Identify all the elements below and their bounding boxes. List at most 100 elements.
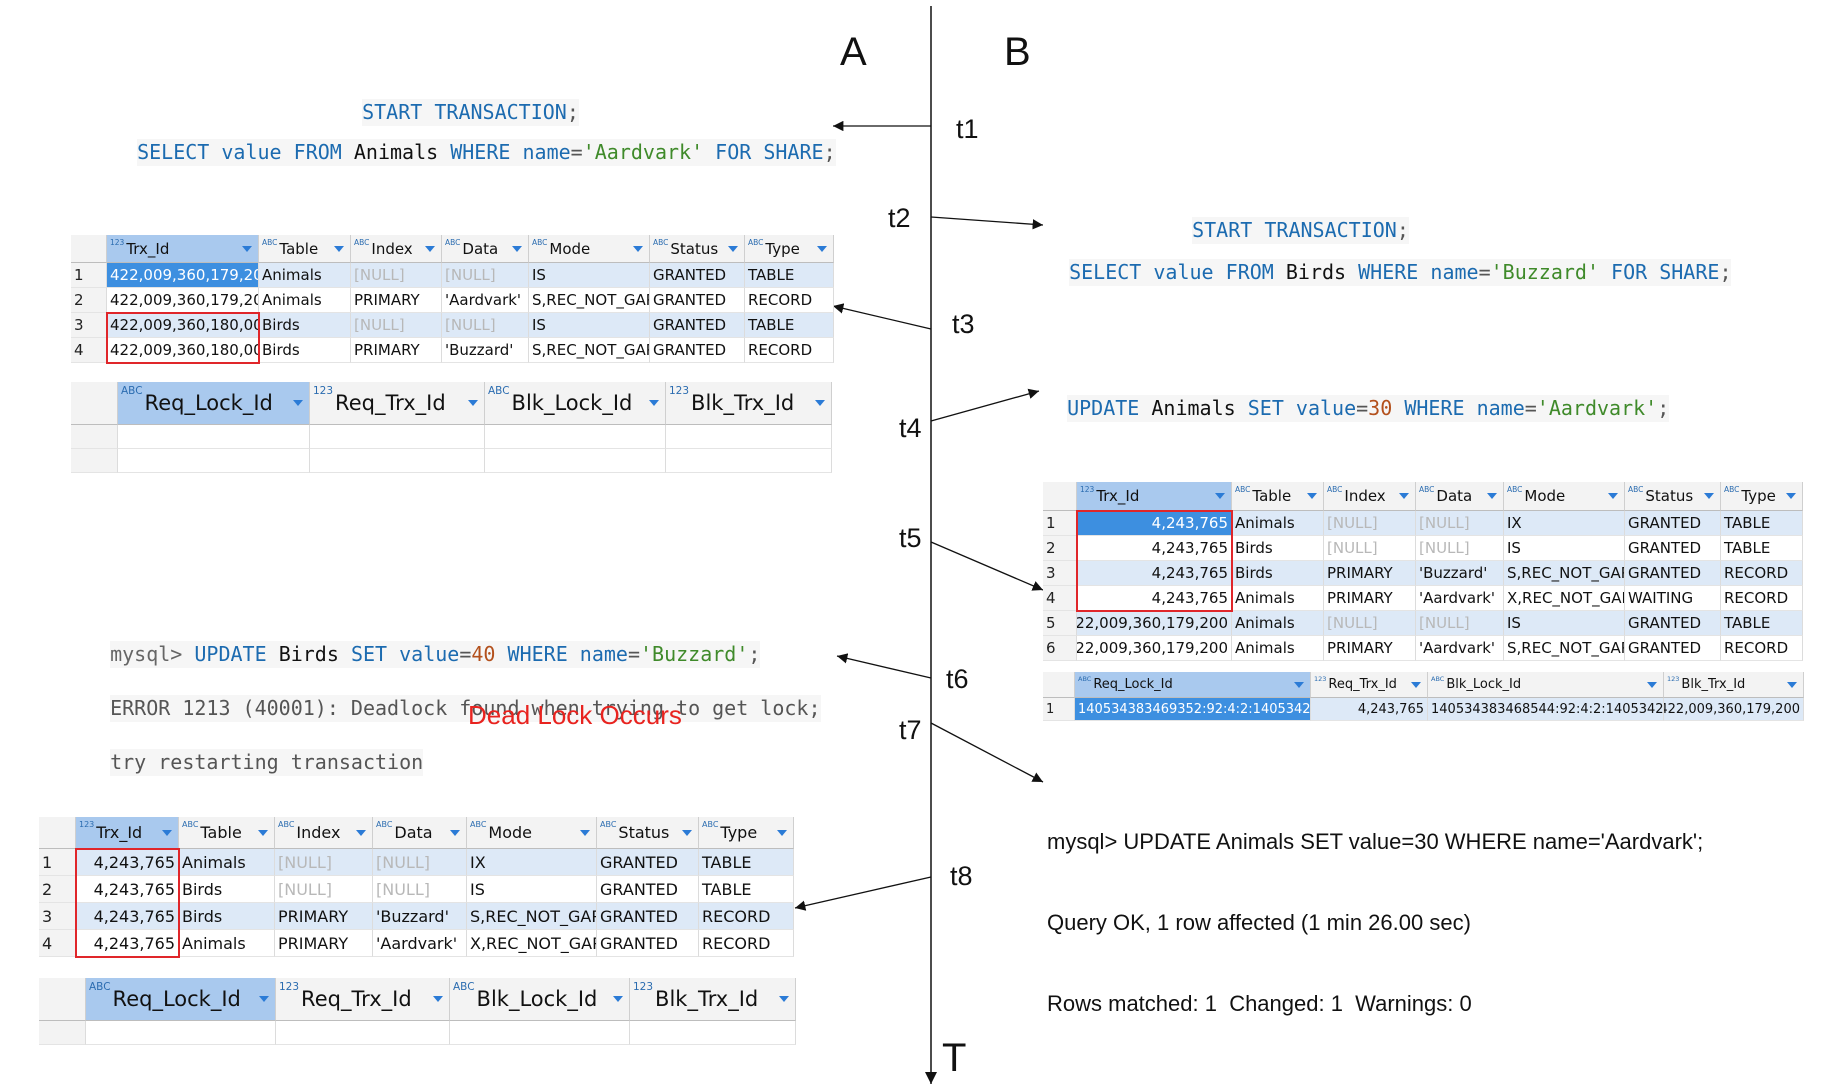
sort-dropdown[interactable]: [1786, 493, 1796, 499]
sql-token: value: [221, 140, 282, 164]
type-icon: ABC: [354, 238, 370, 247]
table-cell: [NULL]: [442, 313, 529, 338]
sort-dropdown[interactable]: [1399, 493, 1409, 499]
sql-token: value: [399, 642, 460, 666]
sort-dropdown[interactable]: [633, 245, 643, 252]
row-number: 2: [39, 876, 76, 903]
time-axis-label: T: [942, 1036, 967, 1080]
sort-dropdown[interactable]: [1307, 493, 1317, 499]
sql-token: name: [1430, 260, 1479, 284]
type-icon: 123: [279, 981, 300, 993]
table-cell: 'Aardvark': [442, 288, 529, 313]
sql-token: FROM: [1225, 260, 1274, 284]
sort-dropdown[interactable]: [779, 996, 789, 1002]
table-cell: Animals: [259, 288, 351, 313]
console-line: Query OK, 1 row affected (1 min 26.00 se…: [1047, 910, 1471, 935]
sql-token: FOR: [715, 140, 752, 164]
sort-dropdown[interactable]: [356, 829, 366, 836]
sort-dropdown[interactable]: [1787, 681, 1797, 688]
empty-cell: [666, 449, 832, 473]
column-header: ABC Type: [745, 235, 834, 263]
column-header: ABC Mode: [529, 235, 650, 263]
sort-dropdown[interactable]: [334, 245, 344, 252]
sql-token: 'Buzzard': [1490, 260, 1599, 284]
sort-dropdown[interactable]: [468, 400, 478, 406]
sql-token: Animals: [353, 140, 439, 164]
sort-dropdown[interactable]: [162, 829, 172, 836]
sort-dropdown[interactable]: [815, 400, 825, 406]
table-cell: S,REC_NOT_GAP: [1504, 561, 1625, 586]
sort-dropdown[interactable]: [1294, 681, 1304, 688]
sql-token: [387, 642, 399, 666]
column-name: Req_Lock_Id: [144, 391, 273, 415]
corner-cell: [1043, 672, 1075, 698]
sort-dropdown[interactable]: [425, 245, 435, 252]
sort-dropdown[interactable]: [613, 996, 623, 1002]
sql-token: [1346, 260, 1358, 284]
sql-token: [282, 140, 294, 164]
sort-dropdown[interactable]: [1704, 493, 1714, 499]
console-line: ERROR 1213 (40001): Deadlock found when …: [110, 695, 821, 722]
table-cell: Birds: [179, 903, 275, 930]
sql-token: name: [1476, 396, 1525, 420]
sort-dropdown[interactable]: [728, 245, 738, 252]
sort-dropdown[interactable]: [242, 245, 252, 252]
sort-dropdown[interactable]: [433, 996, 443, 1002]
table-cell: GRANTED: [1625, 561, 1721, 586]
column-name: Mode: [549, 239, 591, 258]
table-cell: 422,009,360,179,200: [107, 263, 259, 288]
table-cell: [NULL]: [275, 876, 373, 903]
column-header: ABC Status: [1625, 482, 1721, 511]
sql-block: SELECT value FROM Animals WHERE name='Aa…: [113, 112, 836, 166]
time-label: t7: [899, 715, 922, 745]
sort-dropdown[interactable]: [682, 829, 692, 836]
type-icon: ABC: [532, 238, 548, 247]
table-cell: 4,243,765: [76, 876, 179, 903]
sql-token: ;: [748, 642, 761, 666]
column-header: 123 Blk_Trx_Id: [666, 382, 832, 425]
table-cell: 'Buzzard': [1416, 561, 1504, 586]
column-header: 123 Trx_Id: [1077, 482, 1232, 511]
sort-dropdown[interactable]: [258, 829, 268, 836]
time-label: t1: [956, 114, 979, 144]
sort-dropdown[interactable]: [817, 245, 827, 252]
type-icon: ABC: [470, 820, 487, 829]
column-name: Status: [618, 823, 670, 842]
sort-dropdown[interactable]: [1215, 493, 1225, 499]
arrow: [836, 653, 932, 679]
sort-dropdown[interactable]: [512, 245, 522, 252]
sql-token: WHERE: [1404, 396, 1465, 420]
table-cell: GRANTED: [650, 263, 745, 288]
sql-token: [1599, 260, 1611, 284]
sort-dropdown[interactable]: [1647, 681, 1657, 688]
type-icon: 123: [1667, 675, 1680, 683]
sort-dropdown[interactable]: [259, 996, 269, 1002]
sort-dropdown[interactable]: [580, 829, 590, 836]
column-name: Mode: [488, 823, 532, 842]
sort-dropdown[interactable]: [293, 400, 303, 406]
table-cell: IS: [1504, 611, 1625, 636]
sort-dropdown[interactable]: [1411, 681, 1421, 688]
table-cell: 'Aardvark': [373, 930, 467, 957]
sort-dropdown[interactable]: [649, 400, 659, 406]
column-name: Type: [720, 823, 758, 842]
sort-dropdown[interactable]: [1487, 493, 1497, 499]
sql-token: ;: [566, 100, 579, 124]
sort-dropdown[interactable]: [1608, 493, 1618, 499]
table-cell: Animals: [1232, 511, 1324, 536]
table-cell: Birds: [1232, 561, 1324, 586]
column-name: Table: [1252, 487, 1292, 505]
table-cell: [NULL]: [351, 313, 442, 338]
corner-cell: [71, 235, 107, 263]
sort-dropdown[interactable]: [777, 829, 787, 836]
column-name: Data: [1436, 487, 1473, 505]
type-icon: ABC: [376, 820, 393, 829]
column-header: ABC Index: [1324, 482, 1416, 511]
table-cell: [NULL]: [1324, 536, 1416, 561]
table-cell: GRANTED: [597, 930, 699, 957]
table-cell: [NULL]: [351, 263, 442, 288]
column-name: Index: [1344, 487, 1386, 505]
sort-dropdown[interactable]: [450, 829, 460, 836]
type-icon: ABC: [1507, 485, 1523, 494]
